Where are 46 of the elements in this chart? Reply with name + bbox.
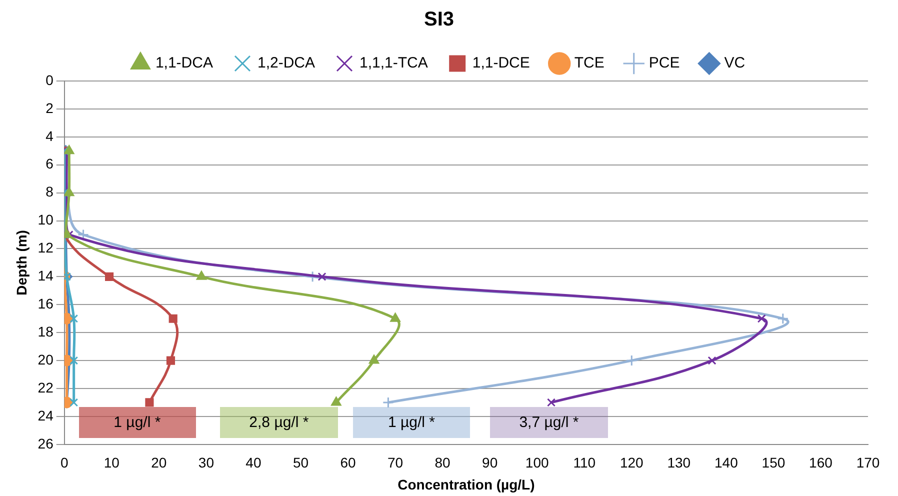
- note-box: 2,8 µg/l *: [220, 406, 338, 438]
- x-tick-label: 0: [60, 454, 68, 471]
- y-tick-label: 8: [46, 184, 54, 200]
- y-tick-label: 10: [38, 212, 54, 228]
- x-tick-label: 100: [525, 454, 549, 471]
- y-tick-label: 6: [46, 156, 54, 172]
- x-tick-label: 80: [434, 454, 451, 471]
- y-tick-label: 22: [38, 379, 54, 396]
- x-tick-label: 50: [292, 454, 309, 471]
- note-box: 1 µg/l *: [352, 406, 470, 438]
- x-tick-label: 170: [856, 454, 880, 471]
- legend-label: 1,1-DCA: [155, 54, 213, 72]
- x-axis-title: Concentration (µg/L): [398, 476, 535, 492]
- legend-label: PCE: [648, 54, 680, 72]
- legend-label: 1,1,1-TCA: [359, 54, 428, 72]
- x-tick-label: 130: [667, 454, 691, 471]
- x-tick-label: 10: [104, 454, 120, 471]
- y-tick-label: 2: [46, 100, 54, 116]
- note-box: 3,7 µg/l *: [490, 406, 608, 438]
- chart-title: SI3: [424, 8, 454, 31]
- x-tick-label: 70: [387, 454, 404, 471]
- y-tick-label: 16: [38, 295, 54, 312]
- x-tick-label: 20: [151, 454, 167, 471]
- y-tick-label: 24: [38, 407, 54, 424]
- x-tick-label: 40: [246, 454, 262, 471]
- x-tick-label: 140: [714, 454, 738, 471]
- y-tick-label: 18: [38, 323, 54, 340]
- x-tick-label: 110: [573, 454, 596, 471]
- note-box: 1 µg/l *: [78, 406, 196, 438]
- x-tick-label: 60: [340, 454, 356, 471]
- y-tick-label: 4: [46, 128, 54, 144]
- x-tick-label: 160: [809, 454, 833, 471]
- legend-label: VC: [724, 54, 746, 72]
- y-tick-label: 12: [38, 240, 54, 256]
- y-tick-label: 14: [38, 268, 54, 284]
- y-tick-label: 26: [38, 435, 54, 452]
- x-tick-label: 90: [482, 454, 498, 471]
- legend-label: 1,2-DCA: [257, 54, 316, 72]
- x-tick-label: 120: [620, 454, 644, 471]
- y-axis-title: Depth (m): [13, 230, 30, 296]
- legend-label: TCE: [574, 54, 604, 72]
- y-tick-label: 0: [46, 72, 54, 88]
- x-tick-label: 30: [198, 454, 214, 471]
- legend-label: 1,1-DCE: [472, 54, 530, 72]
- y-tick-label: 20: [38, 351, 54, 368]
- x-tick-label: 150: [762, 454, 786, 471]
